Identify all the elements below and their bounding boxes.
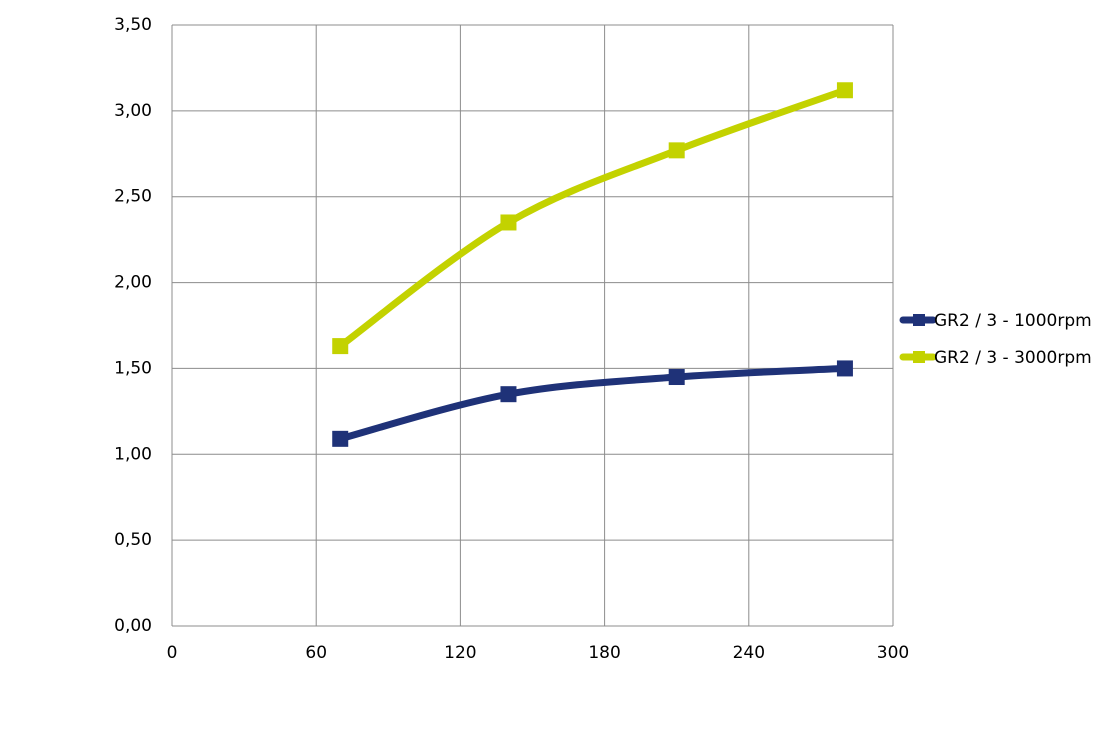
x-tick-label: 240 bbox=[733, 643, 765, 663]
y-tick-label: 0,00 bbox=[114, 616, 152, 636]
y-tick-label: 3,00 bbox=[114, 101, 152, 121]
marker bbox=[332, 430, 349, 447]
x-tick-label: 180 bbox=[588, 643, 620, 663]
legend-marker bbox=[913, 314, 925, 326]
x-tick-label: 300 bbox=[877, 643, 909, 663]
marker bbox=[500, 214, 517, 231]
series-line bbox=[338, 86, 847, 349]
x-tick-label: 120 bbox=[444, 643, 476, 663]
y-tick-label: 1,50 bbox=[114, 358, 152, 378]
y-tick-label: 2,50 bbox=[114, 187, 152, 207]
y-tick-label: 0,50 bbox=[114, 530, 152, 550]
marker bbox=[836, 360, 853, 377]
marker bbox=[668, 142, 685, 159]
series-line bbox=[339, 364, 846, 443]
y-tick-label: 1,00 bbox=[114, 444, 152, 464]
y-tick-label: 3,50 bbox=[114, 15, 152, 35]
marker bbox=[332, 338, 349, 355]
marker bbox=[668, 369, 685, 386]
marker bbox=[836, 82, 853, 99]
legend-label: GR2 / 3 - 3000rpm bbox=[934, 348, 1092, 368]
legend-marker bbox=[913, 351, 925, 363]
legend-label: GR2 / 3 - 1000rpm bbox=[934, 311, 1092, 331]
x-tick-label: 60 bbox=[305, 643, 327, 663]
x-tick-label: 0 bbox=[167, 643, 178, 663]
y-tick-label: 2,00 bbox=[114, 273, 152, 293]
marker bbox=[500, 386, 517, 403]
